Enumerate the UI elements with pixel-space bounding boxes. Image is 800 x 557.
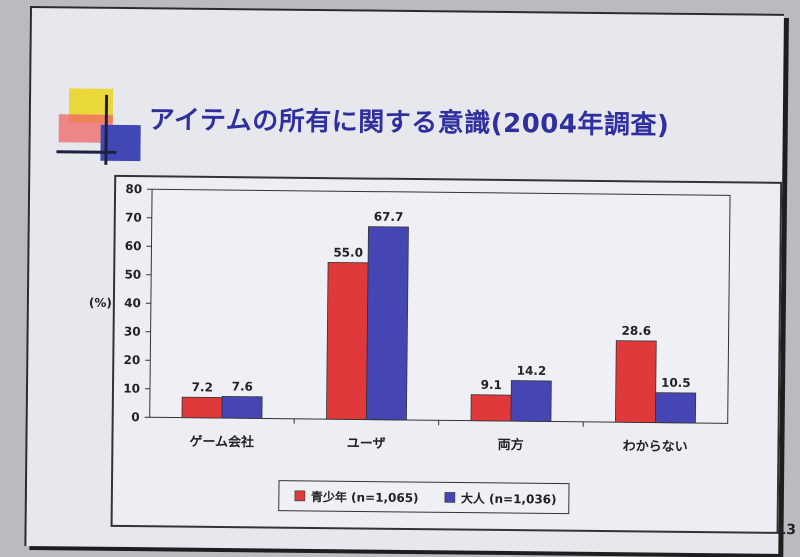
y-axis-label: (%) [89, 296, 112, 310]
x-tick-label: わからない [623, 439, 688, 455]
slide: アイテムの所有に関する意識(2004年調査) 0 10 20 30 40 50 60 70 80… [24, 6, 796, 554]
bar [221, 395, 263, 419]
bar [615, 340, 657, 423]
y-tick-label: 60 [125, 239, 142, 253]
y-tick-label: 40 [124, 296, 141, 310]
bar [181, 396, 223, 419]
y-tick-label: 0 [131, 410, 140, 424]
page-number: 13 [776, 521, 797, 539]
y-tick-label: 80 [125, 182, 142, 196]
data-label: 28.6 [622, 324, 652, 338]
legend-label: 大人 (n=1,036) [461, 491, 557, 507]
data-label: 55.0 [333, 245, 363, 259]
bar [655, 392, 697, 424]
data-label: 10.5 [661, 376, 691, 390]
legend-label: 青少年 (n=1,065) [311, 489, 419, 505]
x-tick-label: ゲーム会社 [189, 434, 254, 451]
legend-swatch [444, 492, 456, 503]
x-tick-label: ユーザ [347, 436, 386, 451]
x-tick-label: 両方 [498, 437, 524, 453]
y-tick-label: 50 [124, 268, 141, 282]
legend-swatch [294, 490, 306, 502]
bar [326, 261, 369, 420]
bar-chart: 0 10 20 30 40 50 60 70 80 (%) 7.2 7.6 ゲーム会社 55.0 67.7 ユ… [89, 182, 731, 515]
legend-box [278, 480, 570, 515]
y-tick-label: 10 [123, 381, 140, 395]
data-label: 14.2 [517, 364, 547, 378]
data-label: 7.2 [192, 380, 213, 394]
data-label: 9.1 [481, 378, 502, 392]
data-label: 67.7 [374, 210, 404, 224]
y-tick-label: 20 [124, 353, 141, 367]
y-tick-label: 70 [125, 211, 142, 225]
data-label: 7.6 [232, 379, 253, 393]
bar [470, 394, 512, 422]
bar [366, 226, 409, 421]
y-tick-label: 30 [124, 325, 141, 339]
bar [510, 380, 552, 422]
